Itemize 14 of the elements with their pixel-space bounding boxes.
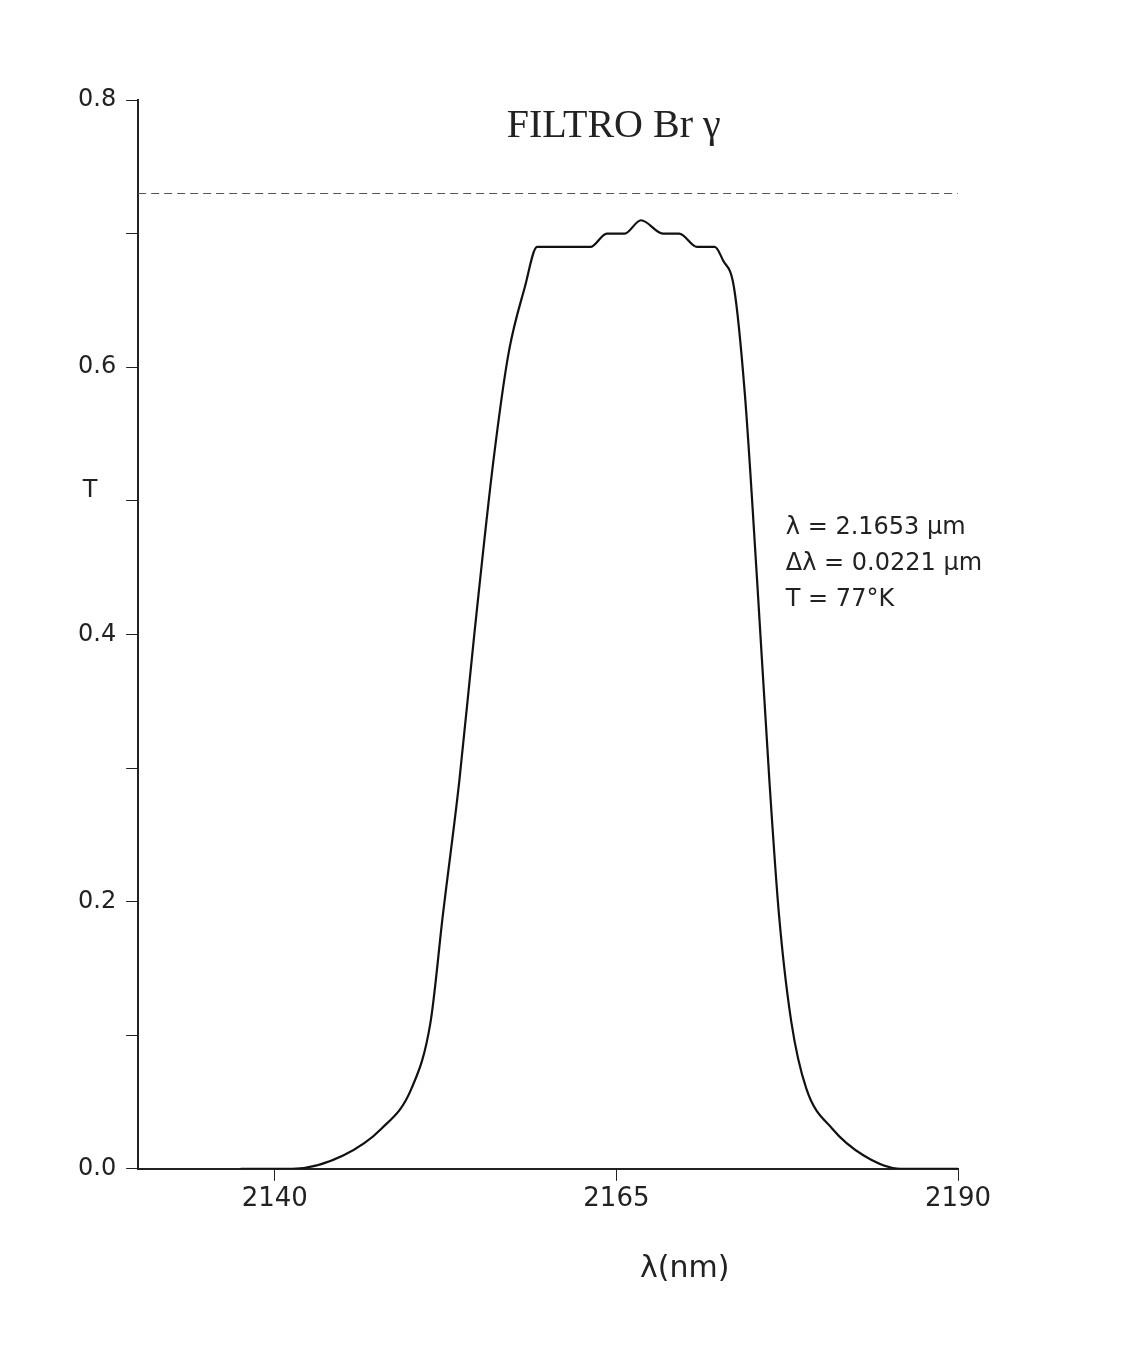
y-axis-title: T [81,475,98,504]
annotation: λ = 2.1653 μm [785,511,966,540]
y-tick-label: 0.8 [78,84,117,113]
chart-title: FILTRO Br γ [506,100,721,146]
y-tick-label: 0.2 [78,885,117,914]
x-axis-title: λ(nm) [640,1248,730,1284]
x-tick-label: 2165 [583,1182,650,1213]
annotation: Δλ = 0.0221 μm [785,547,983,576]
x-tick-label: 2140 [241,1182,308,1213]
y-tick-label: 0.4 [78,618,117,647]
y-tick-label: 0.6 [78,351,117,380]
y-tick-label: 0.0 [78,1153,117,1182]
x-tick-label: 2190 [924,1182,992,1213]
annotation: T = 77°K [784,583,896,612]
